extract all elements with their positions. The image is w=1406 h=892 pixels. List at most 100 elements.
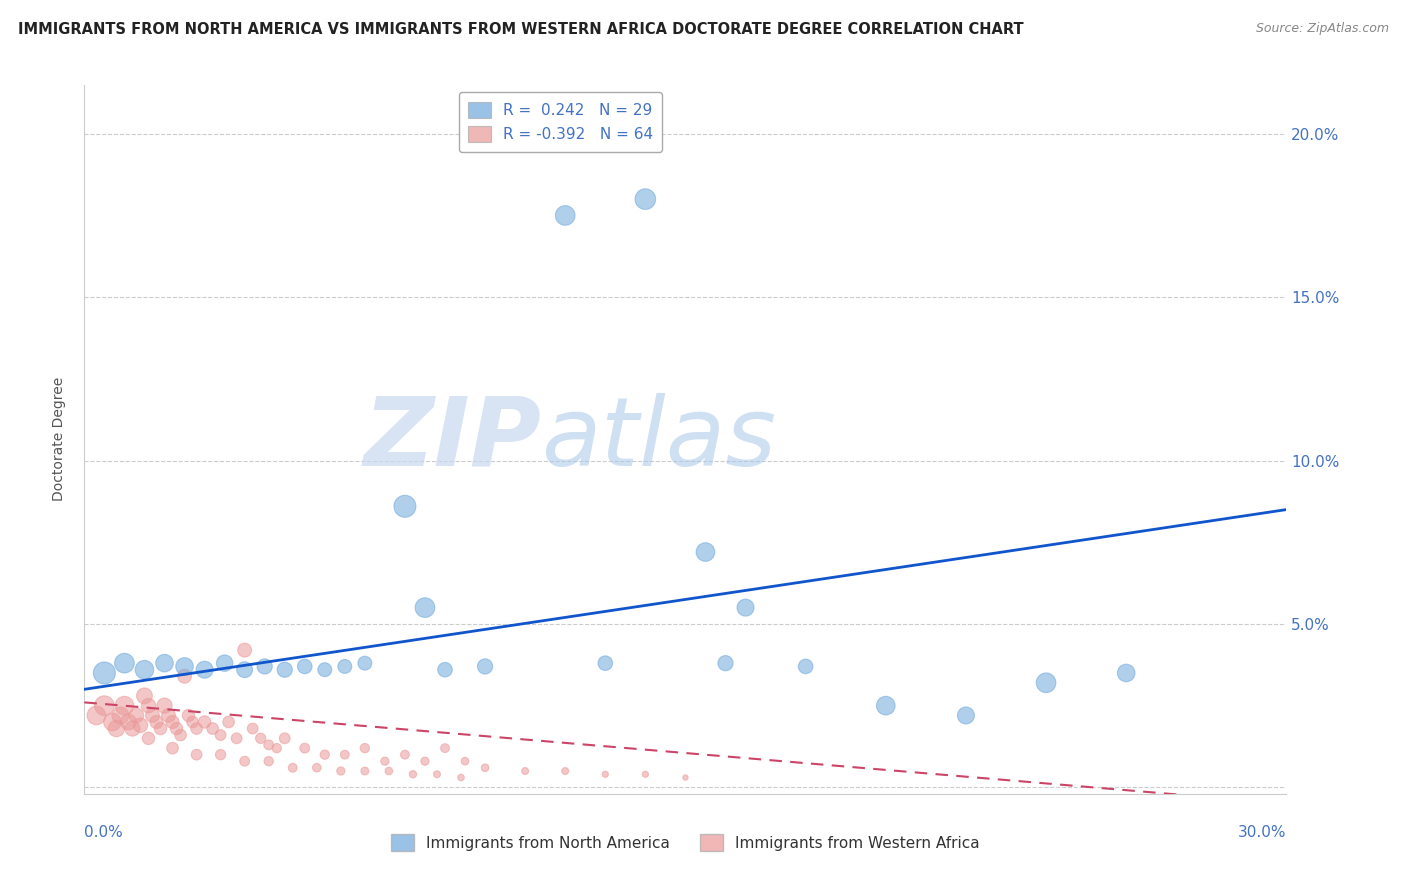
Point [101,714,124,729]
Point [413,600,436,615]
Legend: Immigrants from North America, Immigrants from Western Africa: Immigrants from North America, Immigrant… [385,829,986,857]
Point [474,761,496,775]
Point [141,708,163,723]
Point [149,722,172,736]
Point [554,764,576,778]
Text: IMMIGRANTS FROM NORTH AMERICA VS IMMIGRANTS FROM WESTERN AFRICA DOCTORATE DEGREE: IMMIGRANTS FROM NORTH AMERICA VS IMMIGRA… [18,22,1024,37]
Point [145,714,167,729]
Point [675,771,697,785]
Point [474,659,496,673]
Point [186,722,208,736]
Text: 0.0%: 0.0% [84,825,124,840]
Point [434,663,457,677]
Point [374,754,396,768]
Point [305,761,328,775]
Point [333,659,356,673]
Point [454,754,477,768]
Point [181,714,204,729]
Point [329,764,352,778]
Point [110,708,132,723]
Point [209,728,232,742]
Point [173,669,195,683]
Point [266,741,288,756]
Text: atlas: atlas [541,392,776,486]
Point [214,656,236,670]
Point [233,643,256,657]
Point [105,722,128,736]
Point [253,659,276,673]
Point [554,209,576,223]
Point [125,708,148,723]
Point [434,741,457,756]
Text: 30.0%: 30.0% [1239,825,1286,840]
Point [695,545,717,559]
Point [173,659,195,673]
Point [134,663,156,677]
Point [1115,665,1137,680]
Point [794,659,817,673]
Point [201,722,224,736]
Point [114,656,135,670]
Point [294,741,316,756]
Point [875,698,897,713]
Point [162,741,184,756]
Point [281,761,304,775]
Point [354,741,377,756]
Point [402,767,425,781]
Point [333,747,356,762]
Point [426,767,449,781]
Point [515,764,537,778]
Point [129,718,152,732]
Point [225,731,247,746]
Point [138,731,160,746]
Point [257,754,280,768]
Point [114,698,135,713]
Point [314,747,336,762]
Point [634,192,657,206]
Point [354,656,377,670]
Point [714,656,737,670]
Point [634,767,657,781]
Point [595,767,617,781]
Point [242,722,264,736]
Point [450,771,472,785]
Point [314,663,336,677]
Point [274,663,297,677]
Point [209,747,232,762]
Point [595,656,617,670]
Point [249,731,271,746]
Point [294,659,316,673]
Point [121,722,143,736]
Point [138,698,160,713]
Point [153,698,176,713]
Point [93,698,115,713]
Point [354,764,377,778]
Point [955,708,977,723]
Point [134,689,156,703]
Point [1035,675,1057,690]
Point [394,500,416,514]
Point [157,708,180,723]
Point [93,665,115,680]
Point [162,714,184,729]
Point [378,764,401,778]
Point [233,663,256,677]
Point [274,731,297,746]
Point [177,708,200,723]
Point [194,714,217,729]
Point [394,747,416,762]
Point [86,708,108,723]
Point [233,754,256,768]
Point [413,754,436,768]
Point [218,714,240,729]
Text: ZIP: ZIP [363,392,541,486]
Point [194,663,217,677]
Text: Source: ZipAtlas.com: Source: ZipAtlas.com [1256,22,1389,36]
Point [734,600,756,615]
Point [186,747,208,762]
Y-axis label: Doctorate Degree: Doctorate Degree [52,377,66,501]
Point [117,714,139,729]
Point [257,738,280,752]
Point [169,728,191,742]
Point [153,656,176,670]
